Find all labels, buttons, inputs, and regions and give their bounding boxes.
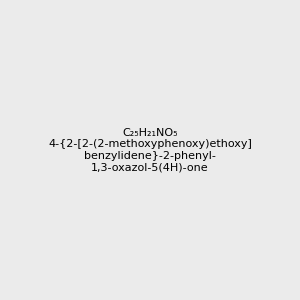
Text: C₂₅H₂₁NO₅
4-{2-[2-(2-methoxyphenoxy)ethoxy]
benzylidene}-2-phenyl-
1,3-oxazol-5(: C₂₅H₂₁NO₅ 4-{2-[2-(2-methoxyphenoxy)etho…	[48, 128, 252, 172]
